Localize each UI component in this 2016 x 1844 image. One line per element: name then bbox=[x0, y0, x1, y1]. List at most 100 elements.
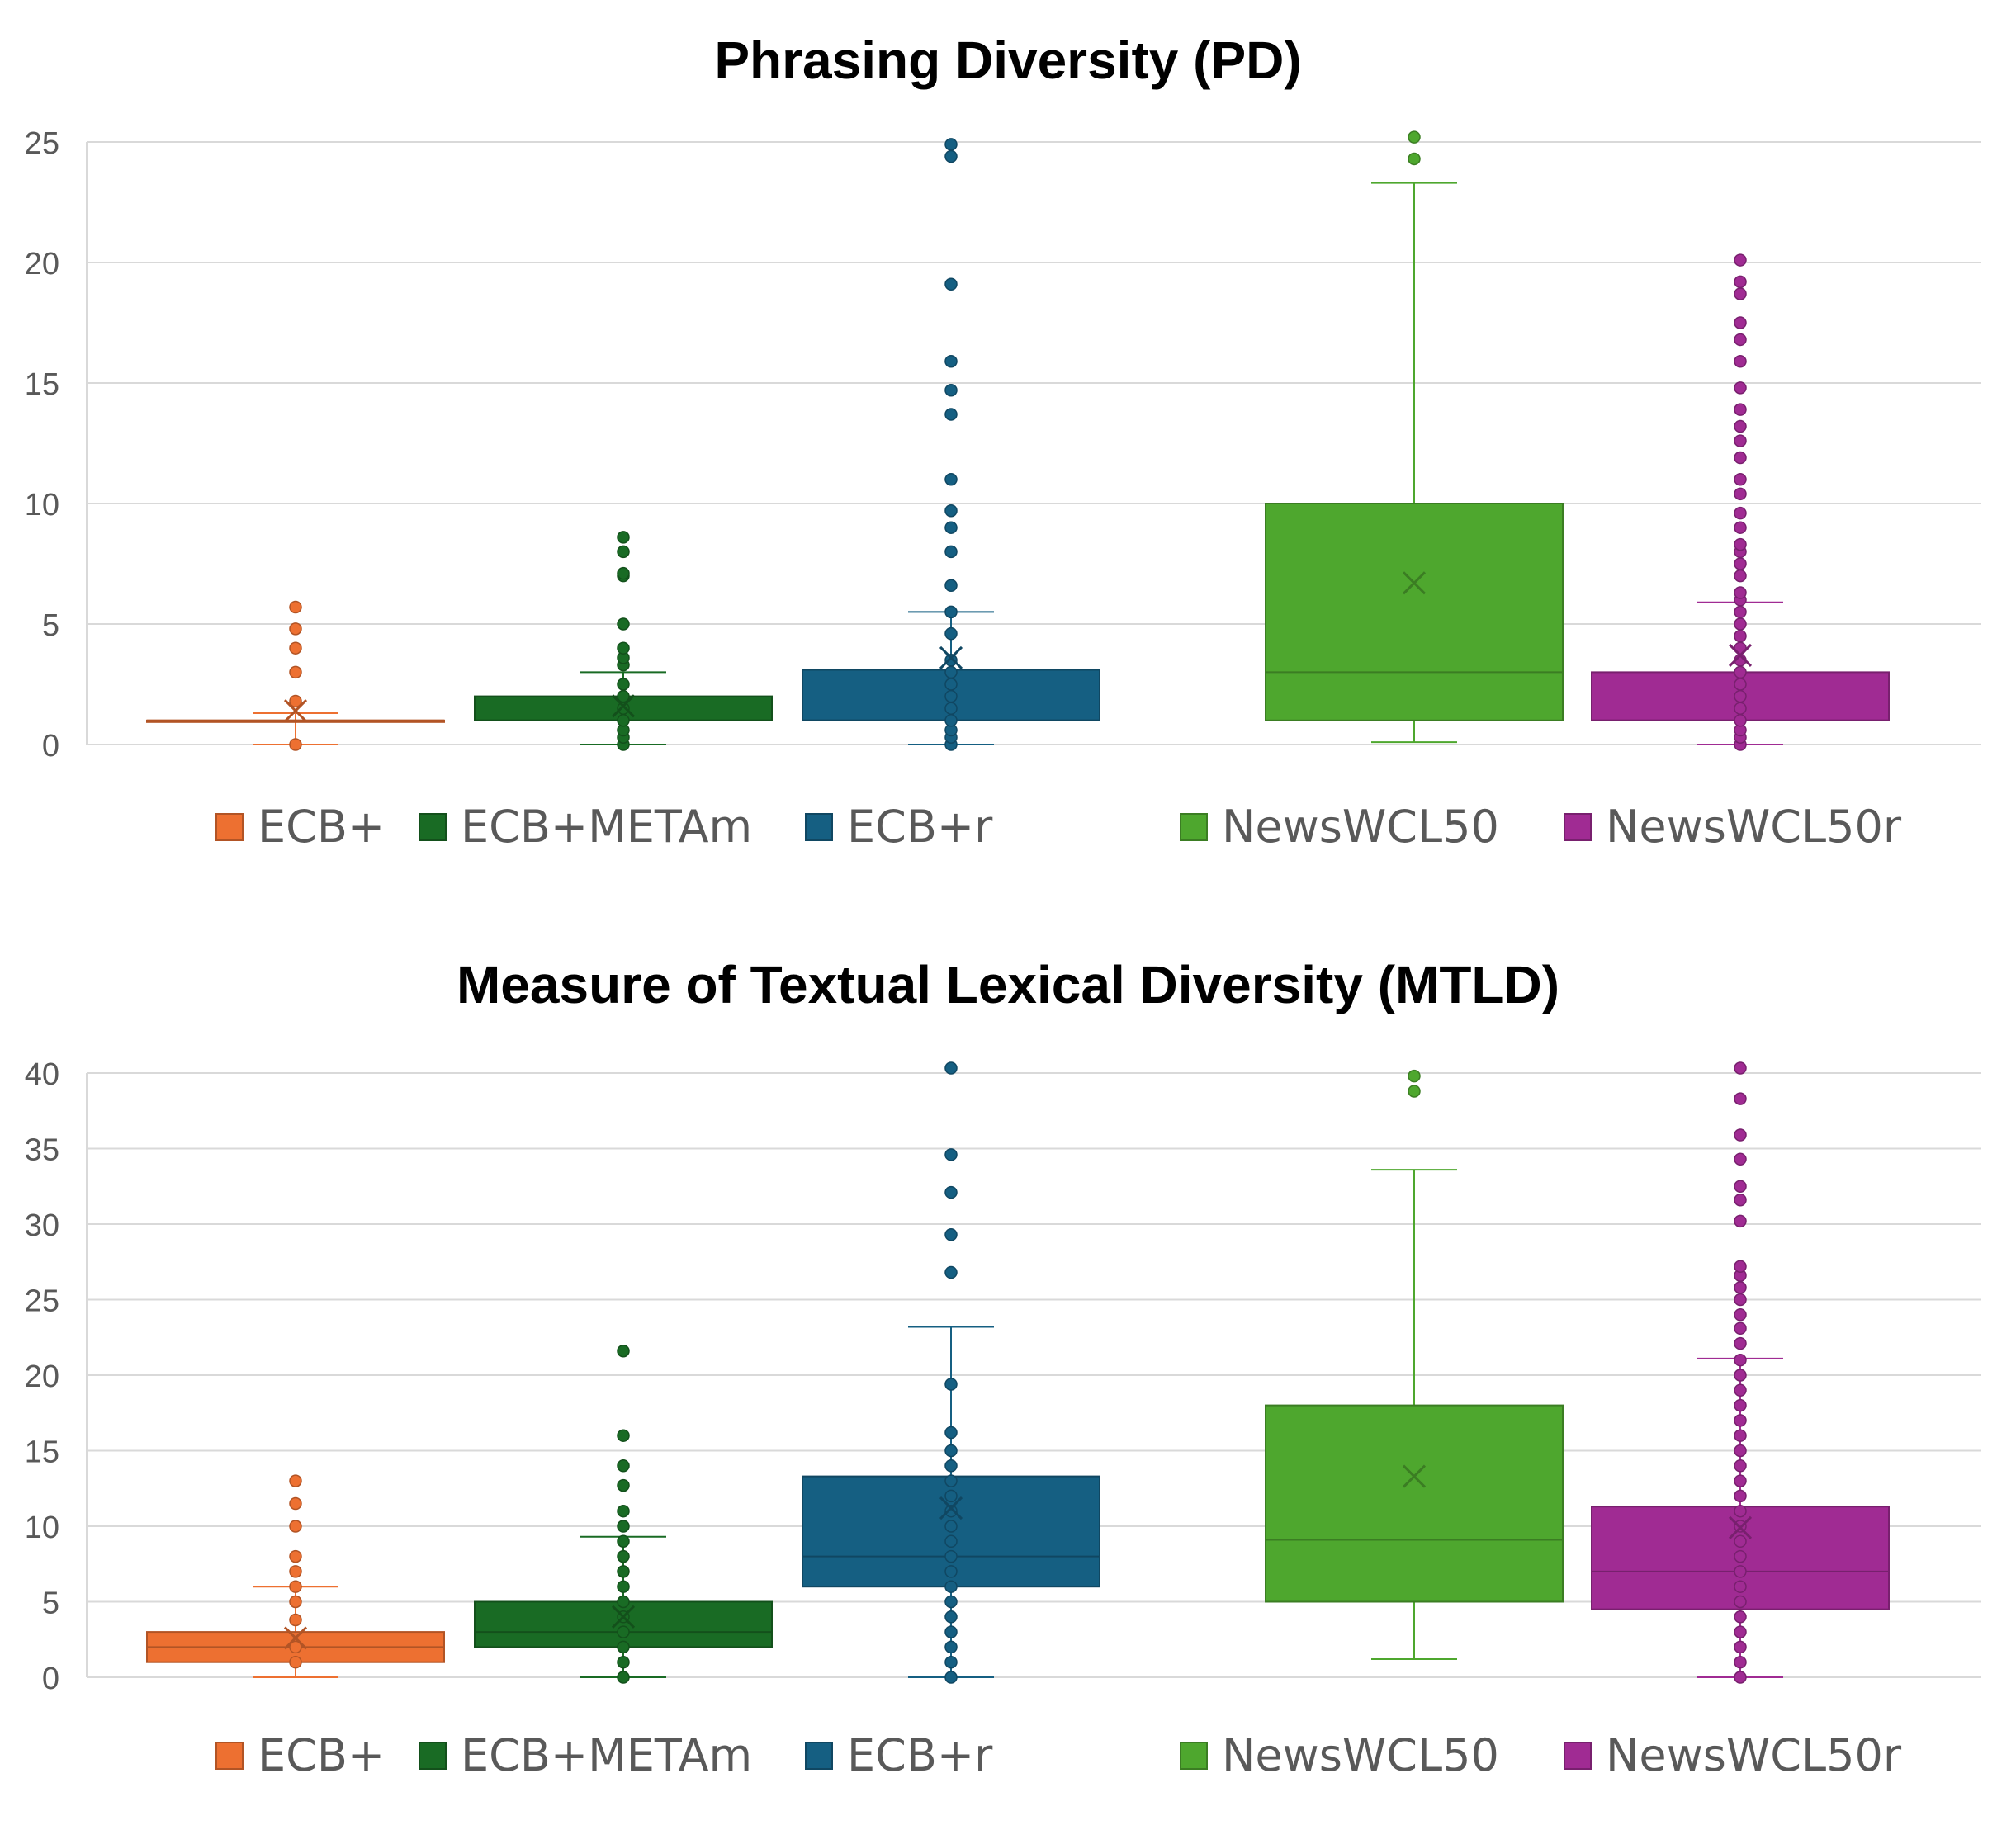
pd-y-tick-label: 0 bbox=[42, 729, 59, 764]
mtld-legend-ecb-plusr: ECB+r bbox=[805, 1729, 993, 1781]
legend-label: NewsWCL50 bbox=[1222, 801, 1499, 853]
legend-label: ECB+METAm bbox=[461, 801, 752, 853]
outlier-point bbox=[617, 1504, 630, 1518]
legend-label: ECB+METAm bbox=[461, 1729, 752, 1781]
outlier-point bbox=[944, 626, 958, 641]
box-iqr bbox=[1265, 503, 1564, 721]
outlier-point bbox=[944, 1185, 958, 1199]
box-iqr bbox=[474, 1600, 773, 1648]
outlier-point bbox=[1734, 1336, 1747, 1350]
outlier-point bbox=[1734, 451, 1747, 465]
mean-marker bbox=[1402, 1464, 1427, 1488]
outlier-point bbox=[289, 622, 302, 636]
legend-swatch bbox=[1564, 813, 1592, 841]
legend-swatch bbox=[419, 813, 447, 841]
outlier-point bbox=[1734, 434, 1747, 447]
outlier-point bbox=[944, 714, 958, 727]
outlier-point bbox=[1734, 629, 1747, 643]
outlier-point bbox=[1734, 665, 1747, 679]
mtld-chart-title: Measure of Textual Lexical Diversity (MT… bbox=[457, 955, 1559, 1014]
outlier-point bbox=[944, 1265, 958, 1279]
outlier-point bbox=[944, 1549, 958, 1563]
outlier-point bbox=[1734, 1625, 1747, 1638]
outlier-point bbox=[1734, 1610, 1747, 1624]
pd-legend-ecb-plusmetam: ECB+METAm bbox=[419, 801, 752, 853]
outlier-point bbox=[944, 408, 958, 421]
outlier-point bbox=[1734, 569, 1747, 583]
outlier-point bbox=[1408, 1085, 1421, 1098]
legend-swatch bbox=[805, 1742, 833, 1770]
outlier-point bbox=[289, 1640, 302, 1654]
outlier-point bbox=[617, 1344, 630, 1358]
outlier-point bbox=[1734, 521, 1747, 534]
mtld-legend-newswcl50r: NewsWCL50r bbox=[1564, 1729, 1902, 1781]
outlier-point bbox=[1734, 1353, 1747, 1367]
legend-label: NewsWCL50 bbox=[1222, 1729, 1499, 1781]
mean-marker bbox=[611, 1605, 636, 1629]
outlier-point bbox=[944, 665, 958, 679]
outlier-point bbox=[1734, 333, 1747, 347]
legend-label: NewsWCL50r bbox=[1606, 801, 1902, 853]
outlier-point bbox=[944, 689, 958, 703]
outlier-point bbox=[1734, 617, 1747, 631]
mean-marker bbox=[283, 1626, 308, 1650]
outlier-point bbox=[289, 738, 302, 751]
mean-marker bbox=[1402, 571, 1427, 595]
outlier-point bbox=[944, 702, 958, 715]
outlier-point bbox=[944, 1520, 958, 1533]
outlier-point bbox=[944, 654, 958, 667]
outlier-point bbox=[944, 1580, 958, 1593]
pd-legend-newswcl50r: NewsWCL50r bbox=[1564, 801, 1902, 853]
mtld-legend-newswcl50: NewsWCL50 bbox=[1180, 1729, 1499, 1781]
outlier-point bbox=[1734, 1489, 1747, 1503]
pd-y-tick-label: 20 bbox=[25, 247, 59, 281]
outlier-point bbox=[617, 1520, 630, 1533]
outlier-point bbox=[944, 277, 958, 291]
outlier-point bbox=[1734, 287, 1747, 300]
outlier-point bbox=[289, 1613, 302, 1627]
outlier-point bbox=[289, 694, 302, 708]
outlier-point bbox=[1734, 1061, 1747, 1075]
mtld-box-ecb-plus bbox=[146, 1474, 445, 1678]
outlier-point bbox=[617, 531, 630, 544]
outlier-point bbox=[1734, 702, 1747, 715]
outlier-point bbox=[1734, 1260, 1747, 1273]
legend-swatch bbox=[1564, 1742, 1592, 1770]
mtld-y-tick-label: 20 bbox=[25, 1359, 59, 1394]
outlier-point bbox=[617, 1625, 630, 1638]
outlier-point bbox=[944, 1595, 958, 1609]
mtld-legend-ecb-plusmetam: ECB+METAm bbox=[419, 1729, 752, 1781]
mtld-y-tick-label: 30 bbox=[25, 1208, 59, 1243]
outlier-point bbox=[289, 1565, 302, 1578]
pd-box-newswcl50 bbox=[1265, 130, 1564, 744]
mtld-legend-ecb-plus: ECB+ bbox=[215, 1729, 385, 1781]
outlier-point bbox=[617, 1595, 630, 1609]
pd-box-ecb-plusr bbox=[802, 138, 1100, 751]
outlier-point bbox=[1734, 1398, 1747, 1412]
pd-y-tick-label: 10 bbox=[25, 488, 59, 522]
pd-y-tick-label: 15 bbox=[25, 367, 59, 402]
outlier-point bbox=[1734, 1474, 1747, 1487]
outlier-point bbox=[1734, 1128, 1747, 1142]
outlier-point bbox=[617, 678, 630, 691]
outlier-point bbox=[1734, 1549, 1747, 1563]
outlier-point bbox=[617, 1640, 630, 1654]
outlier-point bbox=[1734, 1293, 1747, 1307]
outlier-point bbox=[1734, 1214, 1747, 1228]
outlier-point bbox=[944, 354, 958, 368]
mtld-box-newswcl50 bbox=[1265, 1069, 1564, 1661]
outlier-point bbox=[944, 504, 958, 518]
legend-label: ECB+ bbox=[258, 1729, 385, 1781]
outlier-point bbox=[289, 1655, 302, 1669]
outlier-point bbox=[1734, 1193, 1747, 1207]
legend-label: ECB+r bbox=[847, 801, 993, 853]
pd-chart-title: Phrasing Diversity (PD) bbox=[714, 31, 1301, 90]
outlier-point bbox=[1734, 403, 1747, 416]
pd-legend-newswcl50: NewsWCL50 bbox=[1180, 801, 1499, 853]
outlier-point bbox=[289, 1496, 302, 1511]
outlier-point bbox=[1734, 689, 1747, 703]
outlier-point bbox=[617, 641, 630, 655]
outlier-point bbox=[617, 1655, 630, 1669]
outlier-point bbox=[944, 579, 958, 593]
legend-label: ECB+ bbox=[258, 801, 385, 853]
